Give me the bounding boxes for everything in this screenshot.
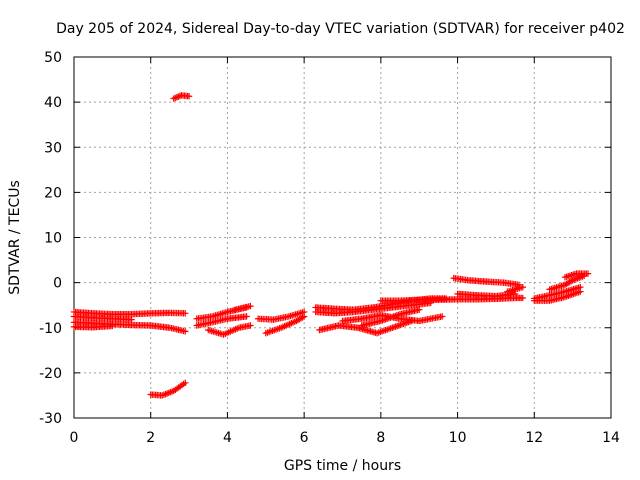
data-track [70, 319, 189, 335]
data-track [262, 313, 308, 337]
data-point [182, 310, 189, 317]
x-tick-label: 10 [449, 430, 467, 446]
data-point [439, 313, 446, 320]
x-tick-label: 4 [223, 430, 232, 446]
y-tick-label: 40 [44, 95, 62, 111]
data-point [109, 322, 116, 330]
data-point [182, 328, 189, 335]
x-tick-label: 6 [300, 430, 309, 446]
data-point [185, 93, 193, 100]
data-track [231, 302, 254, 313]
y-tick-label: 30 [44, 140, 62, 156]
data-point [519, 294, 526, 302]
data-point [247, 302, 254, 310]
data-track [193, 313, 250, 329]
y-tick-label: 10 [44, 231, 62, 247]
data-track [70, 322, 116, 331]
axis-ticks: 0 2 4 6 8 10 12 14 -30 -20 -10 0 10 20 30 40 50 [39, 50, 620, 446]
data-point [182, 379, 189, 387]
data-track [205, 322, 254, 338]
y-tick-label: -30 [39, 411, 62, 427]
data-point [577, 288, 584, 295]
grid [74, 57, 611, 418]
data-track [531, 288, 584, 304]
y-tick-label: 50 [44, 50, 62, 66]
data-point [128, 316, 135, 323]
y-axis-label: SDTVAR / TECUs [7, 180, 23, 295]
data-track [504, 283, 526, 295]
y-tick-label: 0 [53, 276, 62, 292]
chart-title: Day 205 of 2024, Sidereal Day-to-day VTE… [56, 21, 625, 37]
data-point [247, 322, 254, 329]
data-point [519, 283, 526, 291]
x-tick-label: 0 [70, 430, 79, 446]
data-marks [70, 92, 592, 399]
y-tick-label: -20 [39, 366, 62, 382]
data-track [450, 274, 523, 289]
data-point [511, 290, 519, 298]
x-tick-label: 12 [525, 430, 543, 446]
x-tick-label: 2 [146, 430, 155, 446]
y-tick-label: 20 [44, 185, 62, 201]
x-tick-label: 14 [602, 430, 620, 446]
data-track [454, 290, 519, 300]
data-track [147, 379, 189, 399]
data-point [243, 313, 250, 320]
data-track [254, 308, 308, 323]
data-track [358, 306, 423, 329]
data-track [70, 313, 135, 323]
data-point [416, 306, 423, 313]
data-track [546, 272, 588, 293]
data-point [300, 313, 308, 320]
y-tick-label: -10 [39, 321, 62, 337]
data-track [70, 308, 189, 318]
data-track [170, 92, 193, 102]
x-axis-label: GPS time / hours [284, 458, 401, 474]
data-track [561, 270, 592, 281]
data-track [531, 283, 584, 302]
x-tick-label: 8 [376, 430, 385, 446]
data-point [584, 270, 592, 277]
